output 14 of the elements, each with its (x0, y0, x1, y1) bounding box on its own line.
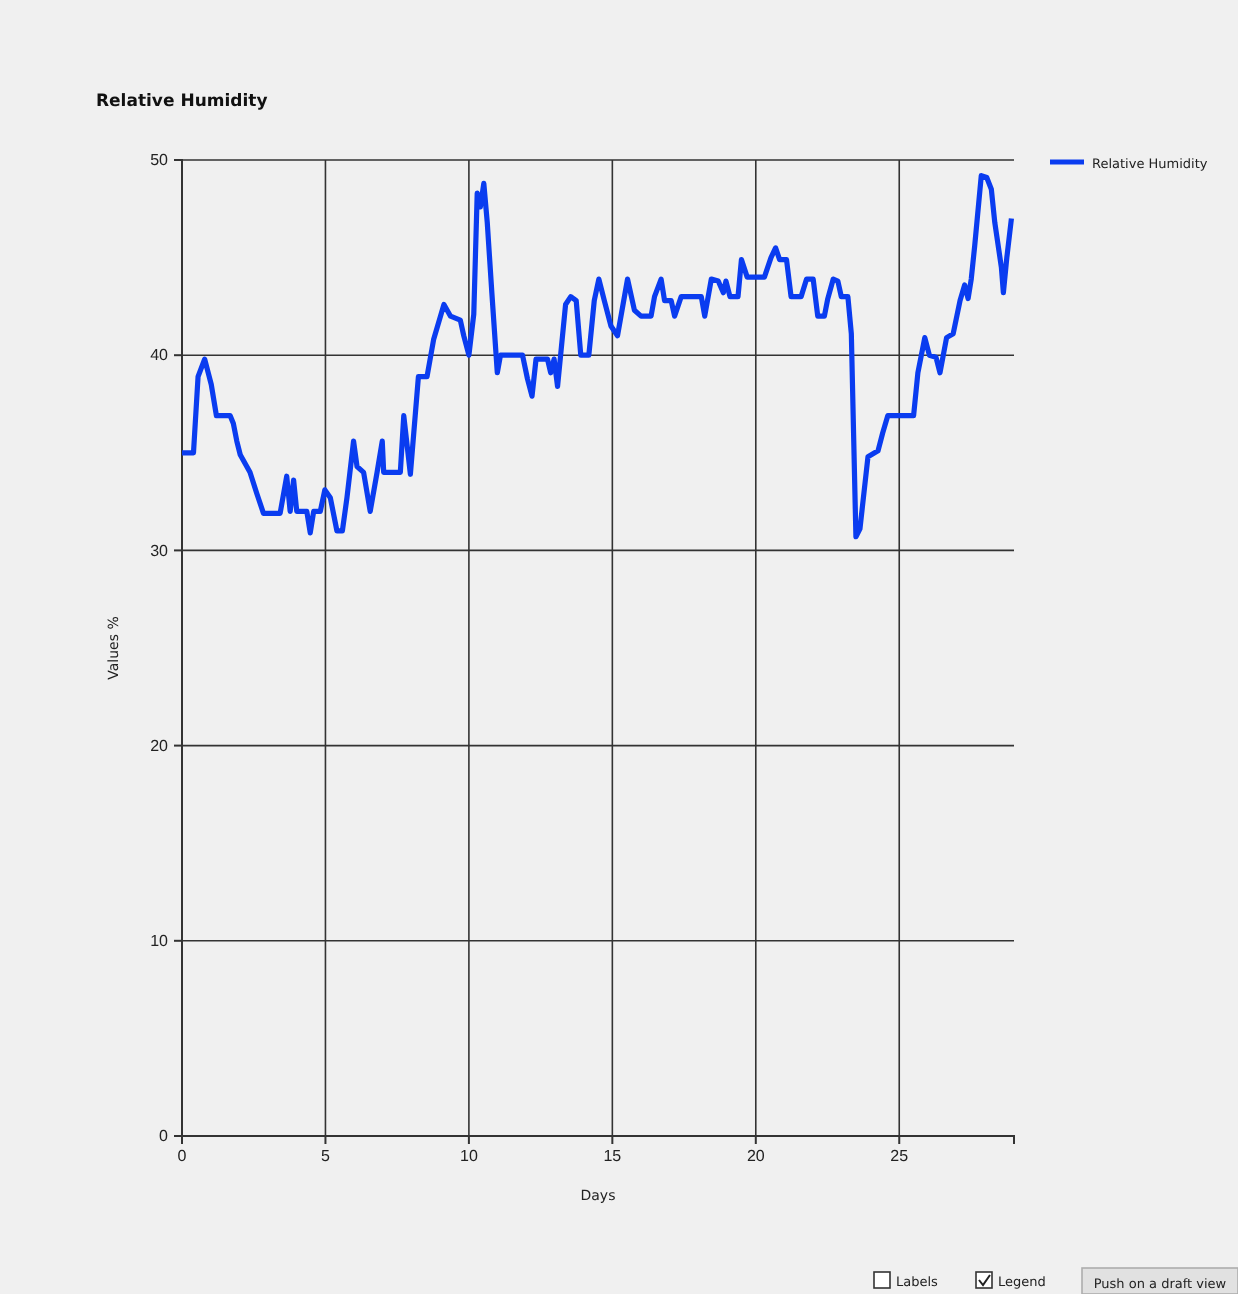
y-tick-label: 40 (150, 346, 170, 365)
y-tick-label: 20 (150, 736, 170, 755)
x-tick-label: 0 (177, 1147, 188, 1166)
y-tick-label: 10 (150, 931, 170, 950)
x-tick-label: 25 (890, 1147, 910, 1166)
x-tick-label: 15 (603, 1147, 623, 1166)
y-tick-label: 30 (150, 541, 170, 560)
x-tick-label: 10 (459, 1147, 479, 1166)
x-tick-label: 20 (746, 1147, 766, 1166)
line-series (179, 173, 1015, 540)
y-tick-label: 0 (159, 1127, 170, 1146)
y-tick-label: 50 (150, 151, 170, 170)
chart-title: Relative Humidity (96, 92, 269, 112)
x-tick-label: 5 (321, 1147, 331, 1166)
